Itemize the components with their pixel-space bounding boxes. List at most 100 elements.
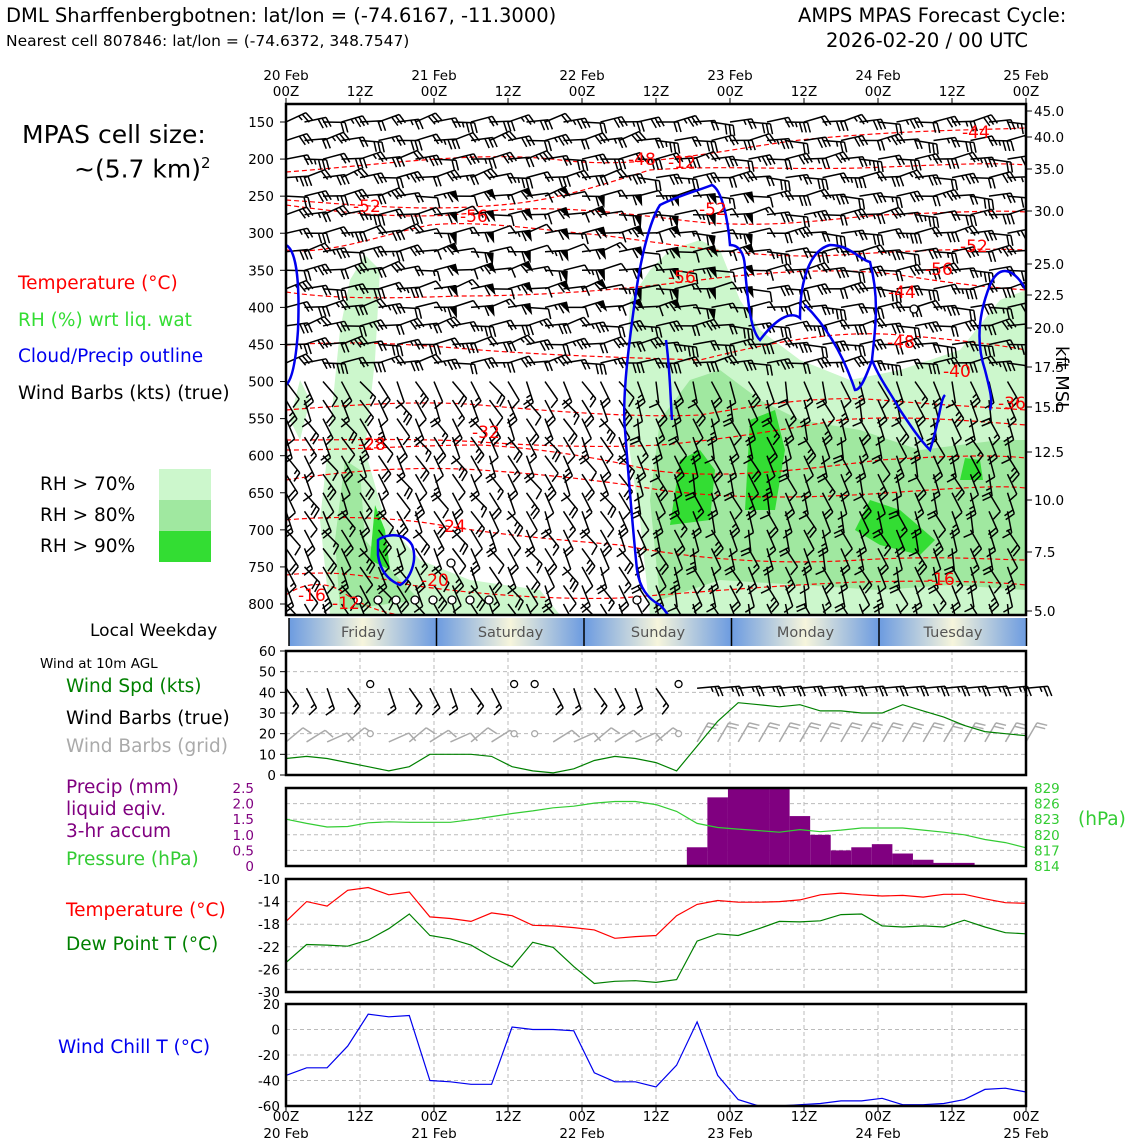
wind-barb: [489, 130, 517, 142]
surface-wind-barb: [305, 687, 318, 716]
wind-barb: [692, 418, 704, 446]
wind-barb: [766, 176, 791, 192]
legend-wind-barbs-grid: Wind Barbs (grid): [66, 736, 228, 757]
wind-barb: [766, 158, 793, 171]
cross-section-panel: -44 -48 -52 -56 -52 -52 -56 -56 -44 -48 -40 -36 -32 -…: [248, 98, 1064, 620]
surface-wind-barb: [923, 685, 950, 697]
wind-barb: [840, 343, 866, 357]
legend-precip-1: Precip (mm): [66, 777, 179, 798]
wind-barb: [708, 566, 720, 595]
wind-barb: [729, 325, 754, 340]
cloud-outline: [286, 243, 300, 386]
wind-barb: [488, 585, 501, 613]
wind-barb: [951, 288, 978, 300]
wind-barb: [525, 547, 543, 574]
wind-barb: [618, 225, 645, 238]
wind-barb: [525, 566, 541, 594]
temp-tick-label: -22: [258, 940, 280, 956]
pressure-tick-label: 650: [248, 486, 274, 502]
kft-tick-label: 40.0: [1034, 130, 1064, 146]
wind-barb: [526, 306, 552, 320]
wind-barb: [745, 418, 757, 447]
pressure-axis-label: 817: [1034, 843, 1060, 859]
wind-barb: [322, 547, 338, 575]
wind-barb: [396, 585, 410, 613]
wind-barb: [988, 139, 1015, 152]
precip-tick-label: 2.5: [233, 781, 254, 797]
kft-tick-label: 35.0: [1034, 162, 1064, 178]
pressure-axis-label: 823: [1034, 812, 1060, 828]
pressure-tick-label: 150: [248, 115, 274, 131]
wind-barb: [988, 232, 1014, 246]
wind-barb: [507, 324, 535, 336]
legend-rh90: RH > 90%: [40, 536, 136, 557]
cloud-outline: [870, 359, 947, 453]
wind-barb: [914, 362, 941, 375]
wind-barb: [433, 510, 447, 539]
wind-barb: [563, 169, 592, 181]
wind-barb: [540, 511, 552, 539]
precip-bar: [912, 859, 934, 866]
wind-barb: [1007, 195, 1026, 208]
wind-barb: [470, 325, 497, 337]
wind-barb: [748, 248, 776, 260]
grid-wind-barb: [758, 722, 781, 743]
wind-barb: [544, 529, 560, 557]
wind-barb: [507, 566, 517, 595]
wind-barb: [895, 510, 908, 539]
wind-barb: [655, 547, 669, 576]
temp-contour: [286, 417, 1026, 448]
wind-barb: [729, 338, 758, 350]
wind-barb: [341, 335, 369, 348]
wind-barb: [711, 134, 739, 146]
wind-barb: [988, 360, 1016, 372]
temp-contour: [286, 223, 1026, 257]
wind-barb: [322, 473, 337, 501]
wind-barb: [618, 566, 632, 594]
wind-barb: [785, 195, 812, 207]
wind-barb: [820, 436, 831, 465]
wind-barb: [544, 381, 559, 409]
wind-barb: [600, 336, 629, 349]
wind-barb: [970, 195, 995, 211]
wind-barb: [581, 473, 595, 501]
wind-barb: [822, 151, 851, 164]
wind-barb: [988, 192, 1016, 204]
grid-wind-barb: [840, 722, 863, 743]
wind-barb: [671, 399, 682, 428]
wind-barb: [803, 251, 830, 264]
legend-dewpoint: Dew Point T (°C): [66, 934, 219, 955]
wind-barb: [544, 269, 568, 283]
wind-barb: [655, 213, 679, 229]
wind-barb: [711, 176, 738, 188]
wind-barb: [896, 263, 924, 276]
weekday-band: [436, 618, 584, 646]
wind-barb: [286, 206, 314, 219]
wind-barb: [581, 278, 608, 292]
chill-tick-label: -20: [258, 1048, 280, 1064]
wind-barb: [655, 298, 682, 312]
calm-marker: [366, 679, 375, 689]
wind-barb: [914, 381, 929, 409]
grid-wind-barb: [943, 722, 966, 743]
wind-barb: [452, 226, 480, 237]
surface-wind-barb: [984, 685, 1012, 697]
weekday-band: [879, 618, 1027, 646]
wind-barb: [727, 455, 738, 484]
wind-barb: [877, 249, 905, 261]
legend-precip-3: 3-hr accum: [66, 821, 172, 842]
wind-barb: [729, 359, 757, 372]
wind-barb: [581, 195, 605, 208]
wind-barb: [303, 418, 320, 445]
wind-barb: [748, 300, 776, 311]
temp-contour: [286, 572, 1026, 600]
wind-barb: [486, 529, 498, 558]
wind-barb: [470, 529, 483, 557]
wind-barb: [637, 336, 666, 349]
wind-barb: [877, 566, 887, 595]
pressure-axis-label: 820: [1034, 828, 1060, 844]
surface-wind-barb: [902, 685, 930, 697]
pressure-tick-label: 550: [248, 412, 274, 428]
wind-barb: [429, 399, 441, 428]
wind-barb: [748, 132, 777, 145]
